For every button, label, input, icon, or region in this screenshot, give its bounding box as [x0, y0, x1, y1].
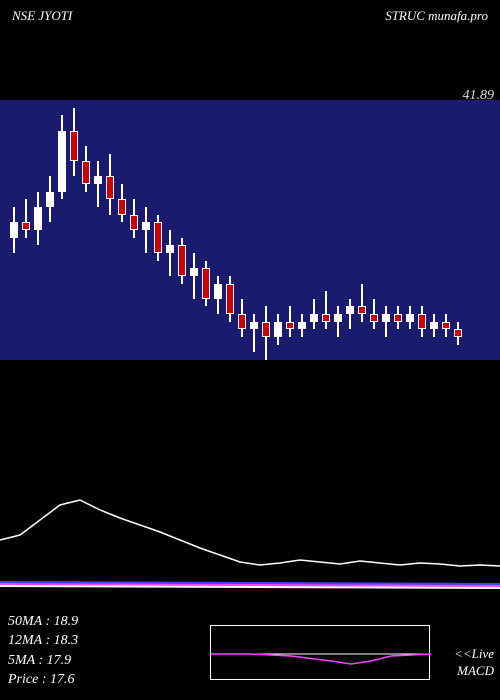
lower-indicators: 50MA : 18.9 12MA : 18.3 5MA : 17.9 Price…: [0, 420, 500, 700]
ma5-label: 5MA : 17.9: [8, 651, 78, 671]
chart-header: NSE JYOTI STRUC munafa.pro: [0, 0, 500, 32]
price-label: Price : 17.6: [8, 670, 78, 690]
macd-text-label: MACD: [454, 663, 494, 680]
macd-chart: [211, 626, 431, 681]
candlestick-chart: [0, 100, 500, 360]
site-label: STRUC munafa.pro: [385, 8, 488, 24]
macd-live-label: <<Live: [454, 646, 494, 663]
macd-label: <<Live MACD: [454, 646, 494, 680]
price-overlay: 41.89: [463, 88, 495, 104]
ma-lines: [0, 570, 500, 600]
macd-box: [210, 625, 430, 680]
ma-info-box: 50MA : 18.9 12MA : 18.3 5MA : 17.9 Price…: [8, 612, 78, 690]
ma50-label: 50MA : 18.9: [8, 612, 78, 632]
ma12-label: 12MA : 18.3: [8, 631, 78, 651]
exchange-symbol: NSE JYOTI: [12, 8, 72, 24]
